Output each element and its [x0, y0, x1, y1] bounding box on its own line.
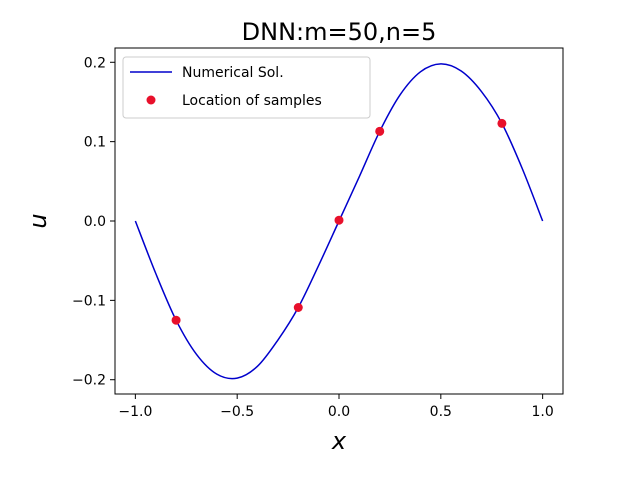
marker-layer	[171, 118, 507, 325]
y-tick-label: 0.0	[84, 214, 106, 230]
y-axis-title: u	[24, 213, 52, 228]
y-axis-ticks: −0.2 −0.1 0.0 0.1 0.2	[72, 55, 115, 389]
x-tick-label: 0.5	[430, 404, 452, 420]
x-axis-ticks: −1.0 −0.5 0.0 0.5 1.0	[118, 394, 554, 420]
legend-box	[122, 56, 371, 119]
legend: Numerical Sol. Location of samples	[122, 56, 371, 119]
x-axis-title: x	[331, 427, 347, 455]
sample-point	[375, 126, 385, 136]
sample-point	[497, 118, 507, 128]
x-tick-label: −0.5	[220, 404, 254, 420]
sample-point	[293, 303, 303, 312]
sample-point	[334, 215, 344, 225]
y-tick-label: −0.1	[72, 293, 106, 309]
legend-label-numerical-sol: Numerical Sol.	[182, 65, 284, 81]
x-tick-label: −1.0	[118, 404, 152, 420]
sample-point	[171, 315, 181, 325]
x-tick-label: 1.0	[532, 404, 554, 420]
chart-title: DNN:m=50,n=5	[242, 18, 437, 46]
x-tick-label: 0.0	[328, 404, 350, 420]
legend-marker-swatch	[146, 95, 156, 105]
y-tick-label: 0.2	[84, 55, 106, 71]
y-tick-label: −0.2	[72, 373, 106, 389]
legend-label-samples: Location of samples	[182, 93, 322, 109]
y-tick-label: 0.1	[84, 135, 106, 151]
